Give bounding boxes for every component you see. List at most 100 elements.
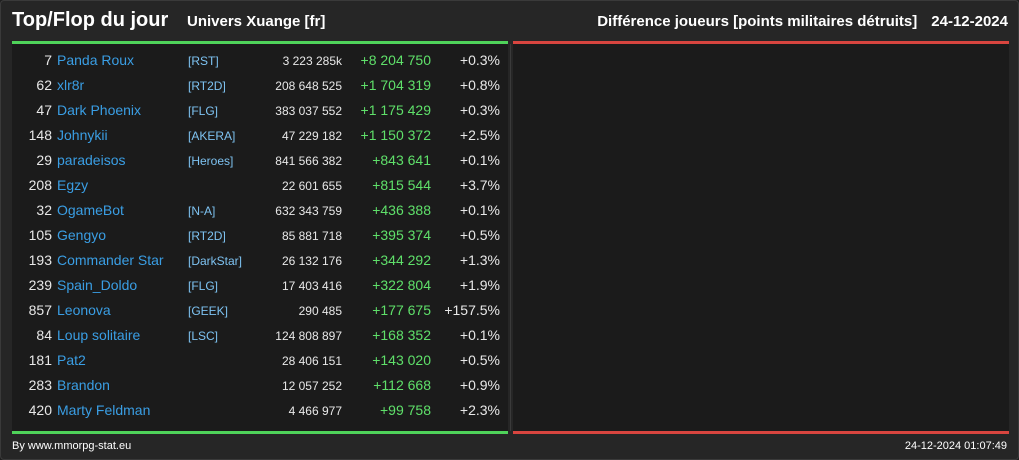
player-points: 22 601 655 xyxy=(281,179,342,193)
player-name-link[interactable]: Dark Phoenix xyxy=(57,102,142,118)
player-points: 4 466 977 xyxy=(288,404,342,418)
flop-accent-bar xyxy=(513,41,1009,44)
points-difference: +344 292 xyxy=(372,252,431,268)
panel-divider xyxy=(510,44,511,431)
player-points: 85 881 718 xyxy=(281,229,342,243)
player-rank: 62 xyxy=(36,77,52,93)
percent-change: +0.5% xyxy=(459,352,500,368)
player-rank: 857 xyxy=(28,302,52,318)
player-rank: 47 xyxy=(36,102,52,118)
player-points: 841 566 382 xyxy=(275,154,342,168)
player-name-link[interactable]: paradeisos xyxy=(57,152,126,168)
ranking-type: Différence joueurs [points militaires dé… xyxy=(597,13,1008,30)
player-rank: 283 xyxy=(28,377,52,393)
table-row: 283 Brandon 12 057 252 +112 668 +0.9% xyxy=(12,373,508,398)
page-title: Top/Flop du jour xyxy=(12,9,169,31)
player-name-link[interactable]: Johnykii xyxy=(57,127,108,143)
alliance-tag-link[interactable]: [Heroes] xyxy=(188,154,234,168)
player-rank: 105 xyxy=(28,227,52,243)
percent-change: +1.3% xyxy=(459,252,500,268)
percent-change: +0.1% xyxy=(459,152,500,168)
player-name-link[interactable]: Egzy xyxy=(57,177,89,193)
table-row: 47 Dark Phoenix [FLG] 383 037 552 +1 175 429… xyxy=(12,98,508,123)
points-difference: +815 544 xyxy=(372,177,431,193)
player-name-link[interactable]: Gengyo xyxy=(57,227,107,243)
player-points: 3 223 285k xyxy=(282,54,342,68)
player-points: 47 229 182 xyxy=(281,129,342,143)
player-rank: 181 xyxy=(28,352,52,368)
points-difference: +395 374 xyxy=(372,227,431,243)
alliance-tag-link[interactable]: [RST] xyxy=(188,54,219,68)
player-name-link[interactable]: Spain_Doldo xyxy=(57,277,138,293)
player-rank: 7 xyxy=(44,52,52,68)
percent-change: +2.3% xyxy=(459,402,500,418)
alliance-tag-link[interactable]: [DarkStar] xyxy=(188,254,243,268)
percent-change: +0.1% xyxy=(459,202,500,218)
alliance-tag-link[interactable]: [LSC] xyxy=(188,329,219,343)
ranking-subtitle: Différence joueurs [points militaires dé… xyxy=(597,13,918,30)
player-rank: 208 xyxy=(28,177,52,193)
table-row: 7 Panda Roux [RST] 3 223 285k +8 204 750 +0.3… xyxy=(12,48,508,73)
top-players-list: 7 Panda Roux [RST] 3 223 285k +8 204 750 +0.3… xyxy=(12,48,508,423)
alliance-tag-link[interactable]: [FLG] xyxy=(188,104,219,118)
alliance-tag-link[interactable]: [GEEK] xyxy=(188,304,229,318)
table-row: 29 paradeisos [Heroes] 841 566 382 +843 641 +… xyxy=(12,148,508,173)
table-row: 857 Leonova [GEEK] 290 485 +177 675 +157.5% xyxy=(12,298,508,323)
points-difference: +843 641 xyxy=(372,152,431,168)
player-rank: 84 xyxy=(36,327,52,343)
table-row: 62 xlr8r [RT2D] 208 648 525 +1 704 319 +0.8% xyxy=(12,73,508,98)
player-name-link[interactable]: Panda Roux xyxy=(57,52,135,68)
player-points: 17 403 416 xyxy=(281,279,342,293)
player-name-link[interactable]: Loup solitaire xyxy=(57,327,141,343)
player-rank: 29 xyxy=(36,152,52,168)
alliance-tag-link[interactable]: [FLG] xyxy=(188,279,219,293)
percent-change: +3.7% xyxy=(459,177,500,193)
credit-link[interactable]: By www.mmorpg-stat.eu xyxy=(12,440,132,452)
table-row: 84 Loup solitaire [LSC] 124 808 897 +168 352… xyxy=(12,323,508,348)
player-rank: 420 xyxy=(28,402,52,418)
player-name-link[interactable]: Marty Feldman xyxy=(57,402,151,418)
points-difference: +1 175 429 xyxy=(360,102,431,118)
table-row: 105 Gengyo [RT2D] 85 881 718 +395 374 +0.5% xyxy=(12,223,508,248)
header-date: 24-12-2024 xyxy=(931,13,1008,30)
player-name-link[interactable]: OgameBot xyxy=(57,202,124,218)
table-row: 420 Marty Feldman 4 466 977 +99 758 +2.3% xyxy=(12,398,508,423)
player-rank: 32 xyxy=(36,202,52,218)
player-name-link[interactable]: Brandon xyxy=(57,377,110,393)
player-points: 124 808 897 xyxy=(275,329,342,343)
percent-change: +1.9% xyxy=(459,277,500,293)
percent-change: +157.5% xyxy=(444,302,500,318)
flop-panel xyxy=(513,44,1009,431)
player-name-link[interactable]: xlr8r xyxy=(57,77,85,93)
player-rank: 193 xyxy=(28,252,52,268)
points-difference: +99 758 xyxy=(380,402,431,418)
table-row: 239 Spain_Doldo [FLG] 17 403 416 +322 804 +1.… xyxy=(12,273,508,298)
top-accent-bar xyxy=(12,41,508,44)
percent-change: +0.1% xyxy=(459,327,500,343)
percent-change: +0.5% xyxy=(459,227,500,243)
points-difference: +436 388 xyxy=(372,202,431,218)
universe-label: Univers Xuange [fr] xyxy=(187,13,326,30)
header: Top/Flop du jour Univers Xuange [fr] Dif… xyxy=(1,1,1019,41)
flop-accent-bar-bottom xyxy=(513,431,1009,434)
player-rank: 148 xyxy=(28,127,52,143)
points-difference: +8 204 750 xyxy=(360,52,431,68)
percent-change: +0.3% xyxy=(459,102,500,118)
table-row: 181 Pat2 28 406 151 +143 020 +0.5% xyxy=(12,348,508,373)
points-difference: +1 704 319 xyxy=(360,77,431,93)
player-rank: 239 xyxy=(28,277,52,293)
alliance-tag-link[interactable]: [AKERA] xyxy=(188,129,236,143)
points-difference: +1 150 372 xyxy=(360,127,431,143)
player-name-link[interactable]: Commander Star xyxy=(57,252,164,268)
alliance-tag-link[interactable]: [RT2D] xyxy=(188,229,226,243)
table-row: 32 OgameBot [N-A] 632 343 759 +436 388 +0.1% xyxy=(12,198,508,223)
player-name-link[interactable]: Leonova xyxy=(57,302,111,318)
player-points: 290 485 xyxy=(298,304,342,318)
player-points: 383 037 552 xyxy=(275,104,342,118)
top-panel xyxy=(12,44,508,431)
alliance-tag-link[interactable]: [RT2D] xyxy=(188,79,226,93)
player-name-link[interactable]: Pat2 xyxy=(57,352,86,368)
alliance-tag-link[interactable]: [N-A] xyxy=(188,204,216,218)
percent-change: +0.9% xyxy=(459,377,500,393)
